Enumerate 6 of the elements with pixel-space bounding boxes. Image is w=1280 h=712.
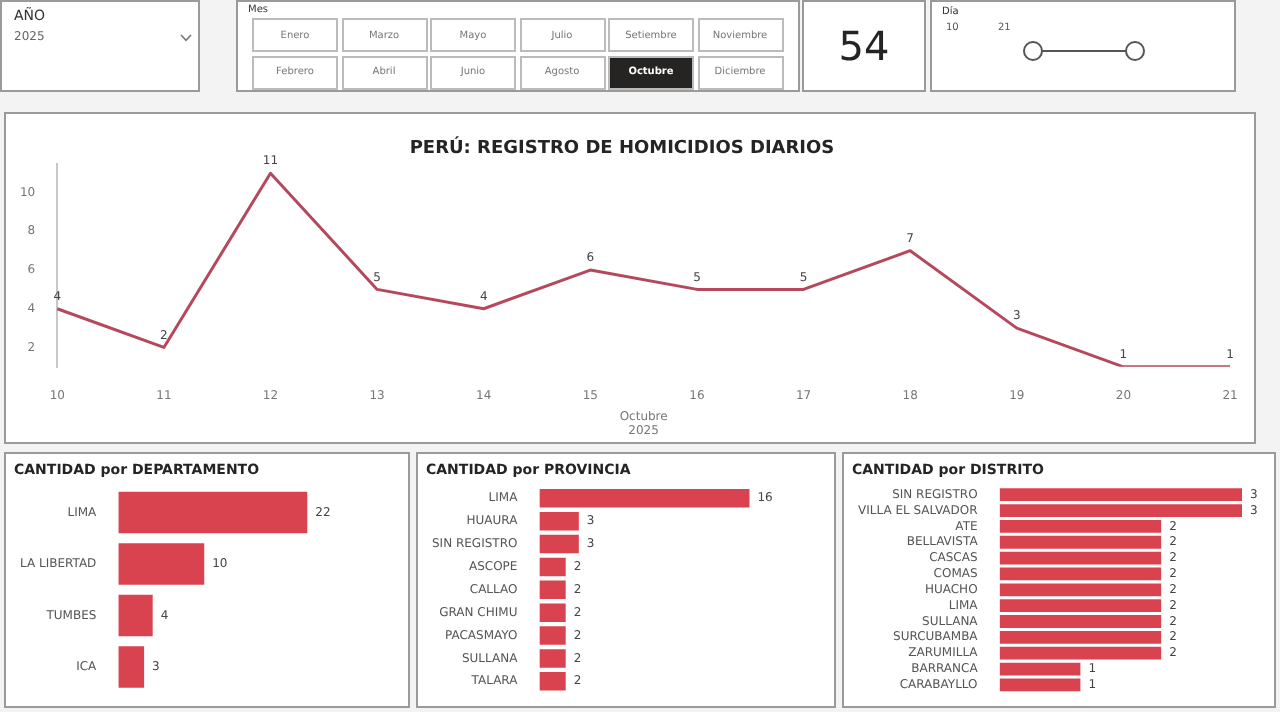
bar	[118, 594, 153, 637]
text: 54	[838, 22, 890, 70]
bar	[118, 543, 205, 585]
chart-title: PERÚ: REGISTRO DE HOMICIDIOS DIARIOS	[409, 135, 835, 160]
bar	[118, 491, 308, 534]
bar	[118, 646, 145, 688]
